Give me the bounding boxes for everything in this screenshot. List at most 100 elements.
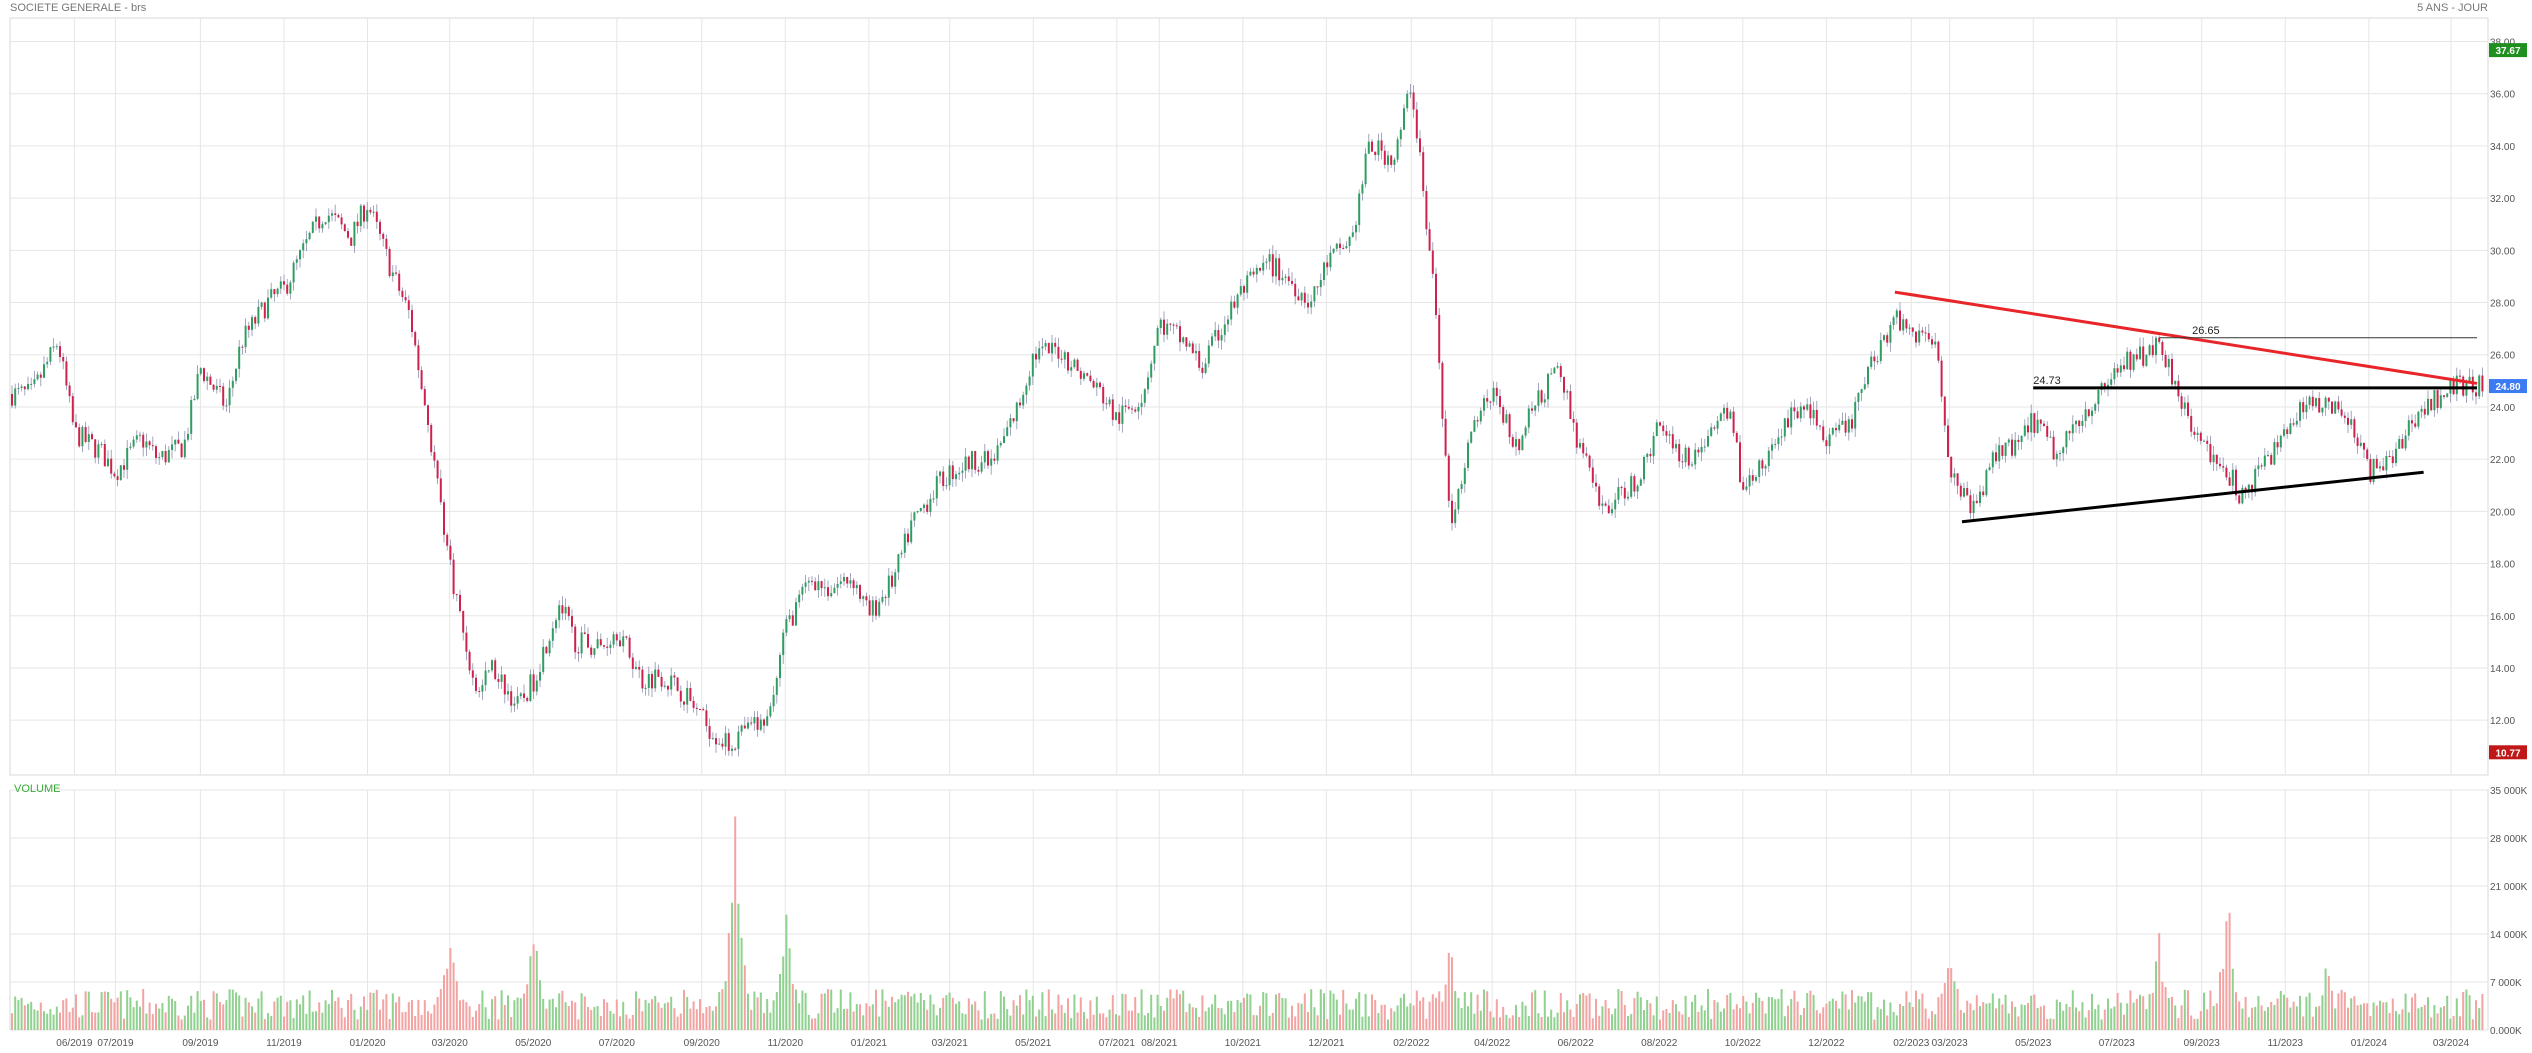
candle-body: [1662, 425, 1665, 432]
volume-bar: [788, 948, 791, 1030]
volume-bar: [510, 1017, 513, 1030]
volume-bar: [1310, 989, 1313, 1030]
candle-body: [1057, 346, 1060, 359]
volume-bar: [91, 1012, 93, 1030]
volume-bar: [1399, 997, 1402, 1030]
candle-body: [571, 616, 573, 627]
volume-bar: [164, 1012, 167, 1030]
candle-body: [1108, 399, 1111, 405]
candle-body: [2001, 445, 2004, 456]
volume-bar: [1924, 1008, 1927, 1030]
volume-bar: [1703, 1010, 1706, 1030]
volume-bar: [1262, 992, 1265, 1030]
candle-body: [1457, 489, 1460, 510]
volume-bar: [2219, 972, 2221, 1030]
volume-bar: [372, 992, 375, 1030]
candle-body: [1236, 294, 1239, 308]
candle-body: [804, 582, 807, 587]
volume-bar: [644, 999, 647, 1030]
candle-body: [1105, 403, 1108, 405]
volume-bar: [295, 999, 298, 1030]
candle-body: [551, 628, 554, 641]
volume-bar: [2334, 1008, 2337, 1030]
volume-bar: [1966, 1000, 1969, 1030]
volume-bar: [2084, 1017, 2087, 1030]
volume-bar: [382, 999, 385, 1030]
candle-body: [625, 636, 628, 638]
candle-body: [1012, 418, 1015, 422]
volume-bar: [2439, 1007, 2442, 1030]
volume-bar: [84, 991, 87, 1030]
candle-body: [1153, 345, 1156, 364]
volume-bar: [2315, 1006, 2317, 1030]
candle-body: [2139, 346, 2141, 360]
candle-body: [1790, 407, 1793, 428]
candle-body: [171, 444, 173, 450]
volume-bar: [334, 1001, 337, 1030]
volume-bar: [2158, 933, 2161, 1030]
volume-bar: [830, 989, 833, 1030]
volume-bar: [65, 998, 68, 1030]
price-tick-label: 18.00: [2490, 560, 2515, 571]
volume-bar: [215, 993, 218, 1030]
candle-body: [1572, 418, 1575, 423]
volume-bar: [116, 997, 119, 1030]
candle-body: [1988, 467, 1991, 471]
low-badge: 10.77: [2495, 748, 2520, 759]
volume-bar: [1991, 993, 1994, 1030]
candle-body: [1556, 366, 1559, 368]
volume-bar: [555, 1007, 557, 1030]
candle-body: [2110, 379, 2113, 385]
volume-bar: [862, 1015, 865, 1030]
candle-body: [2203, 440, 2205, 442]
volume-bar: [2155, 961, 2157, 1030]
candle-body: [699, 708, 701, 710]
volume-bar: [1230, 1000, 1233, 1030]
volume-bar: [1339, 1014, 1341, 1030]
candle-body: [814, 581, 817, 591]
volume-bar: [1553, 1017, 1556, 1030]
volume-bar: [785, 914, 788, 1030]
volume-bar: [2267, 1007, 2269, 1030]
volume-bar: [721, 989, 724, 1030]
candle-body: [1083, 373, 1085, 379]
volume-bar: [1671, 1000, 1674, 1030]
volume-bar: [1483, 989, 1485, 1030]
volume-bar: [2260, 1005, 2263, 1030]
volume-grid: [9, 789, 2489, 1031]
candle-body: [769, 706, 772, 717]
volume-bar: [1473, 1013, 1476, 1030]
candle-body: [2158, 337, 2161, 342]
candle-body: [2350, 419, 2353, 425]
volume-bar: [1406, 1006, 1409, 1030]
volume-bar: [100, 992, 103, 1030]
candle-body: [574, 626, 577, 653]
volume-bar: [625, 1014, 628, 1030]
volume-bar: [1815, 1010, 1818, 1030]
candle-body: [1595, 482, 1597, 487]
candle-body: [942, 471, 945, 486]
volume-bar: [910, 996, 913, 1030]
candle-body: [1287, 276, 1290, 282]
candle-body: [180, 443, 183, 458]
candle-body: [1044, 343, 1047, 347]
candle-body: [2036, 419, 2039, 433]
volume-bar: [705, 1007, 708, 1030]
volume-bar: [315, 1011, 317, 1030]
candle-body: [1364, 153, 1367, 185]
volume-bar: [1851, 990, 1853, 1030]
candle-body: [2206, 440, 2209, 444]
volume-bar: [2251, 1007, 2253, 1030]
candle-body: [295, 259, 298, 263]
volume-bar: [1822, 1007, 1825, 1030]
volume-bar: [145, 1013, 148, 1030]
candle-body: [1003, 436, 1005, 444]
candle-body: [1847, 419, 1850, 433]
candle-body: [734, 748, 737, 750]
candle-body: [516, 696, 519, 704]
candle-body: [891, 575, 893, 587]
volume-bar: [2353, 996, 2356, 1030]
volume-bar: [497, 1019, 500, 1030]
volume-bar: [11, 1013, 13, 1030]
